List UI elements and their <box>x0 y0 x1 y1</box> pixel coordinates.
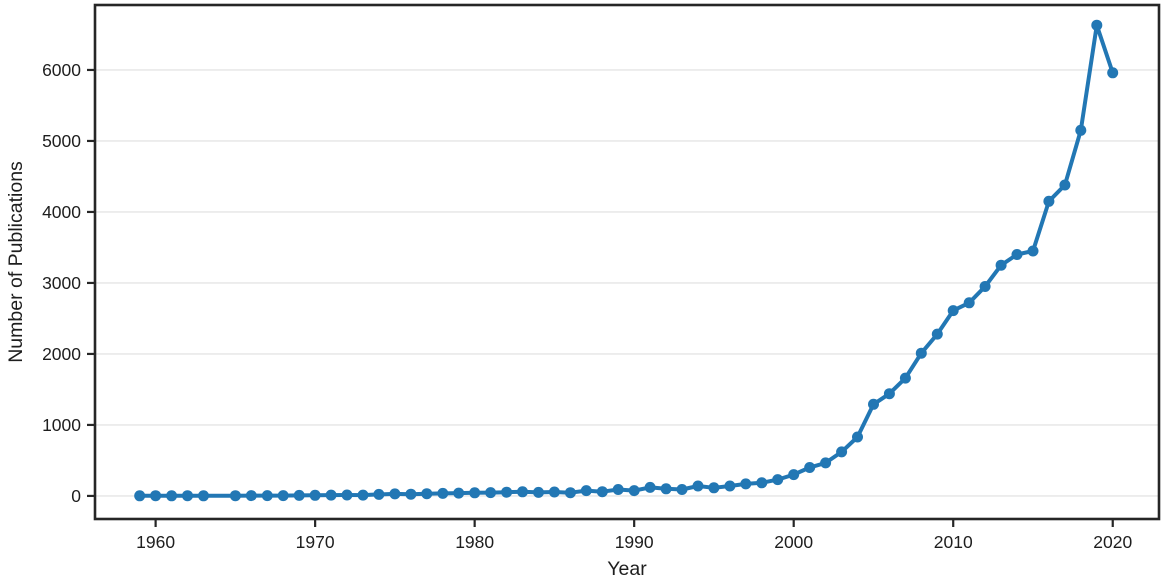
data-point-marker <box>788 469 800 481</box>
data-point-marker <box>628 485 640 497</box>
data-point-marker <box>868 398 879 410</box>
y-tick-label: 0 <box>71 486 81 506</box>
data-point-marker <box>708 482 720 494</box>
data-point-marker <box>963 297 975 309</box>
data-point-marker <box>437 487 449 499</box>
grid-layer <box>95 69 1159 497</box>
data-point-marker <box>245 490 257 502</box>
x-tick-label: 1970 <box>296 532 335 552</box>
data-point-marker <box>1107 67 1119 79</box>
y-tick-label: 4000 <box>42 202 81 222</box>
x-tick-label: 1960 <box>136 532 175 552</box>
data-point-marker <box>469 487 481 499</box>
data-point-marker <box>517 486 528 498</box>
x-tick-label: 1980 <box>455 532 494 552</box>
data-point-marker <box>453 487 465 499</box>
data-point-marker <box>373 488 385 500</box>
data-point-marker <box>772 474 784 486</box>
data-point-marker <box>820 457 832 469</box>
data-point-marker <box>915 347 927 359</box>
data-point-marker <box>533 486 544 498</box>
data-point-marker <box>325 489 337 501</box>
data-point-marker <box>804 462 816 473</box>
data-point-marker <box>836 446 848 458</box>
data-point-marker <box>485 487 497 499</box>
series-layer <box>134 19 1119 502</box>
data-point-marker <box>277 490 289 502</box>
data-point-marker <box>883 388 895 400</box>
data-point-marker <box>979 281 991 292</box>
data-point-marker <box>1043 195 1055 207</box>
data-point-marker <box>548 486 560 498</box>
data-point-marker <box>644 481 656 493</box>
data-point-marker <box>931 328 943 340</box>
x-axis-label: Year <box>607 558 647 580</box>
x-tick-label: 1990 <box>615 532 654 552</box>
data-point-marker <box>389 488 401 500</box>
data-point-marker <box>293 489 305 501</box>
data-point-marker <box>229 490 241 502</box>
data-point-marker <box>309 489 321 501</box>
data-point-marker <box>740 478 752 490</box>
data-point-marker <box>724 480 736 492</box>
data-point-marker <box>852 431 863 443</box>
x-tick-label: 2000 <box>774 532 813 552</box>
data-point-marker <box>596 486 608 498</box>
data-point-marker <box>150 490 162 502</box>
data-point-marker <box>421 488 433 500</box>
data-point-marker <box>564 487 576 499</box>
data-point-marker <box>182 490 193 502</box>
y-tick-label: 5000 <box>42 131 81 151</box>
data-point-marker <box>1027 245 1039 257</box>
y-tick-label: 6000 <box>42 60 81 80</box>
data-point-marker <box>899 372 911 384</box>
data-point-marker <box>580 485 592 497</box>
data-point-marker <box>756 477 768 489</box>
data-point-marker <box>405 488 417 500</box>
data-point-marker <box>676 484 688 495</box>
data-point-marker <box>1059 179 1071 191</box>
data-point-marker <box>261 490 273 502</box>
data-point-marker <box>660 483 672 495</box>
tick-layer: 0 1000 2000 3000 4000 5000 6000 1960 1970 1980 199… <box>42 60 1132 552</box>
data-point-marker <box>357 489 369 501</box>
data-point-marker <box>134 490 146 502</box>
data-point-marker <box>1075 124 1087 136</box>
y-tick-label: 3000 <box>42 273 81 293</box>
data-point-marker <box>692 480 704 492</box>
plot-frame <box>93 3 1161 521</box>
x-tick-label: 2020 <box>1093 532 1132 552</box>
y-tick-label: 1000 <box>42 415 81 435</box>
data-point-marker <box>1011 249 1023 260</box>
data-point-marker <box>198 490 209 502</box>
x-tick-label: 2010 <box>934 532 973 552</box>
data-point-marker <box>1091 19 1103 31</box>
data-point-marker <box>501 486 513 498</box>
data-point-marker <box>341 489 353 501</box>
data-point-marker <box>947 305 959 317</box>
y-tick-label: 2000 <box>42 344 81 364</box>
data-point-marker <box>166 490 178 502</box>
y-axis-label: Number of Publications <box>5 161 27 363</box>
data-point-marker <box>612 484 624 495</box>
data-point-marker <box>995 259 1007 271</box>
